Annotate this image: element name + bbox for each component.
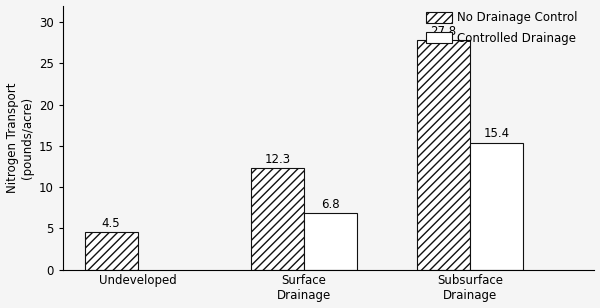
Y-axis label: Nitrogen Transport
(pounds/acre): Nitrogen Transport (pounds/acre): [5, 82, 34, 193]
Text: 12.3: 12.3: [264, 153, 290, 166]
Bar: [304, 213, 357, 270]
Bar: [251, 168, 304, 270]
Text: 6.8: 6.8: [321, 198, 340, 211]
Bar: [470, 143, 523, 270]
Text: 27.8: 27.8: [430, 25, 457, 38]
Bar: [85, 233, 138, 270]
Bar: [417, 40, 470, 270]
Legend: No Drainage Control, Controlled Drainage: No Drainage Control, Controlled Drainage: [425, 11, 578, 45]
Text: 4.5: 4.5: [102, 217, 121, 230]
Text: 15.4: 15.4: [484, 127, 509, 140]
